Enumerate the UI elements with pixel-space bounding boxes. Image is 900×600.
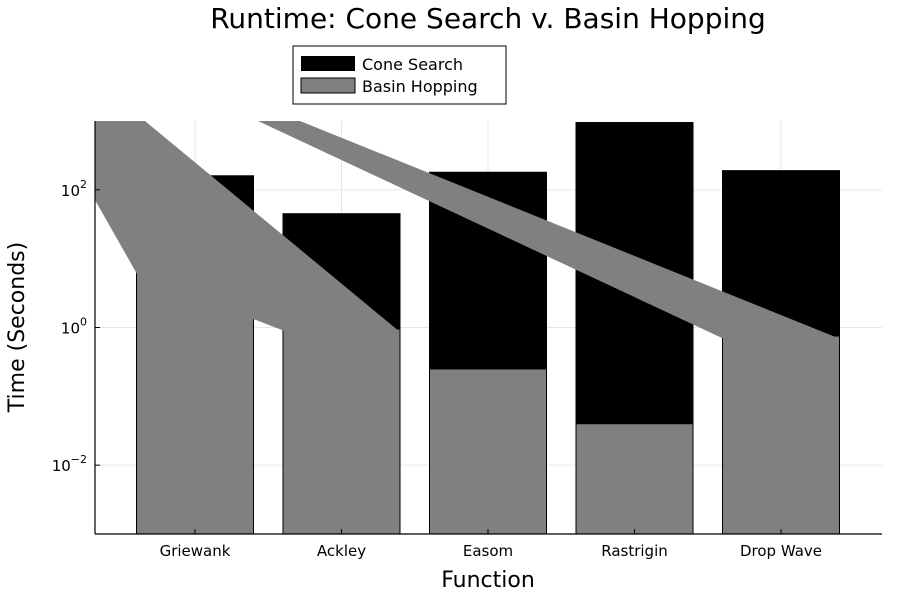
x-axis-label: Function [441, 568, 535, 593]
y-tick-label-1: 100 [61, 316, 87, 338]
legend-label-basin-hopping: Basin Hopping [362, 77, 478, 96]
y-tick-label-0: 10−2 [52, 453, 87, 475]
bar-basin-hopping-drop-wave [722, 335, 840, 535]
legend-swatch-basin-hopping [300, 77, 356, 94]
basin-hopping-artifact-band-2 [258, 121, 838, 338]
bar-basin-hopping-easom [429, 368, 547, 535]
bar-basin-hopping-griewank [136, 271, 254, 535]
x-tick-label-4: Drop Wave [740, 542, 822, 560]
y-axis-label: Time (Seconds) [5, 242, 30, 413]
x-tick-label-0: Griewank [160, 542, 231, 560]
bar-basin-hopping-rastrigin [575, 423, 694, 535]
x-tick-label-1: Ackley [317, 542, 366, 560]
y-ticks: 10−2 100 102 [52, 178, 100, 475]
legend-label-cone-search: Cone Search [362, 55, 463, 74]
y-tick-label-2: 102 [61, 178, 87, 200]
bar-basin-hopping-ackley [282, 328, 401, 535]
x-tick-label-3: Rastrigin [601, 542, 668, 560]
chart-title: Runtime: Cone Search v. Basin Hopping [210, 2, 766, 35]
basin-hopping-artifact-band-1 [95, 121, 400, 332]
x-tick-label-2: Easom [463, 542, 513, 560]
x-ticks: Griewank Ackley Easom Rastrigin Drop Wave [160, 529, 822, 560]
legend-box [292, 45, 507, 105]
legend: Cone Search Basin Hopping [292, 45, 507, 105]
legend-swatch-cone-search [301, 56, 355, 71]
